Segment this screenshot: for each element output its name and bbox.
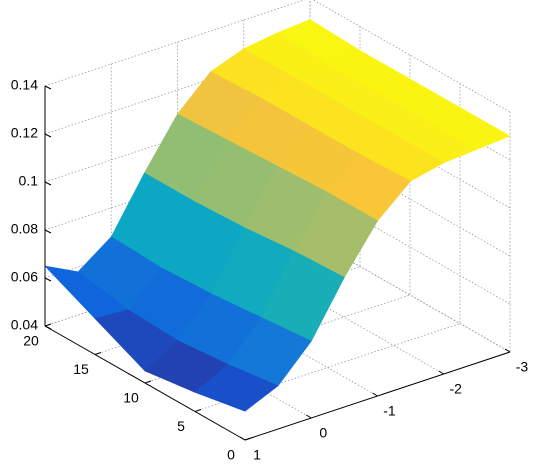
y-tick-label: 0 [227,447,235,463]
x-tick-label: -3 [516,359,529,375]
y-tick-label: 10 [123,390,139,406]
x-tick-label: 0 [319,425,327,441]
x-tick [438,370,445,375]
z-tick-label: 0.08 [11,221,38,237]
x-tick [305,414,312,419]
x-tick [504,348,511,353]
x-tick-label: -1 [383,403,396,419]
y-tick-label: 5 [177,418,185,434]
z-tick [44,133,52,138]
y-tick [44,323,52,327]
x-tick [239,436,246,441]
z-tick [44,277,52,282]
z-tick [44,181,52,186]
x-tick-label: -2 [450,381,463,397]
z-tick [44,325,52,330]
z-tick-label: 0.06 [11,269,38,285]
z-tick [44,229,52,234]
z-tick-label: 0.14 [11,77,38,93]
z-tick-label: 0.1 [19,173,39,189]
y-tick-label: 15 [73,361,89,377]
surface-patch [194,364,279,412]
y-tick-label: 20 [23,333,39,349]
y-tick [244,437,252,441]
y-tick [94,352,102,355]
x-tick-label: 1 [253,447,261,463]
x-tick [372,392,378,397]
y-tick [144,380,152,384]
z-tick-label: 0.12 [11,125,38,141]
y-tick [194,409,202,412]
z-tick-label: 0.04 [11,317,38,333]
z-tick [44,85,52,90]
